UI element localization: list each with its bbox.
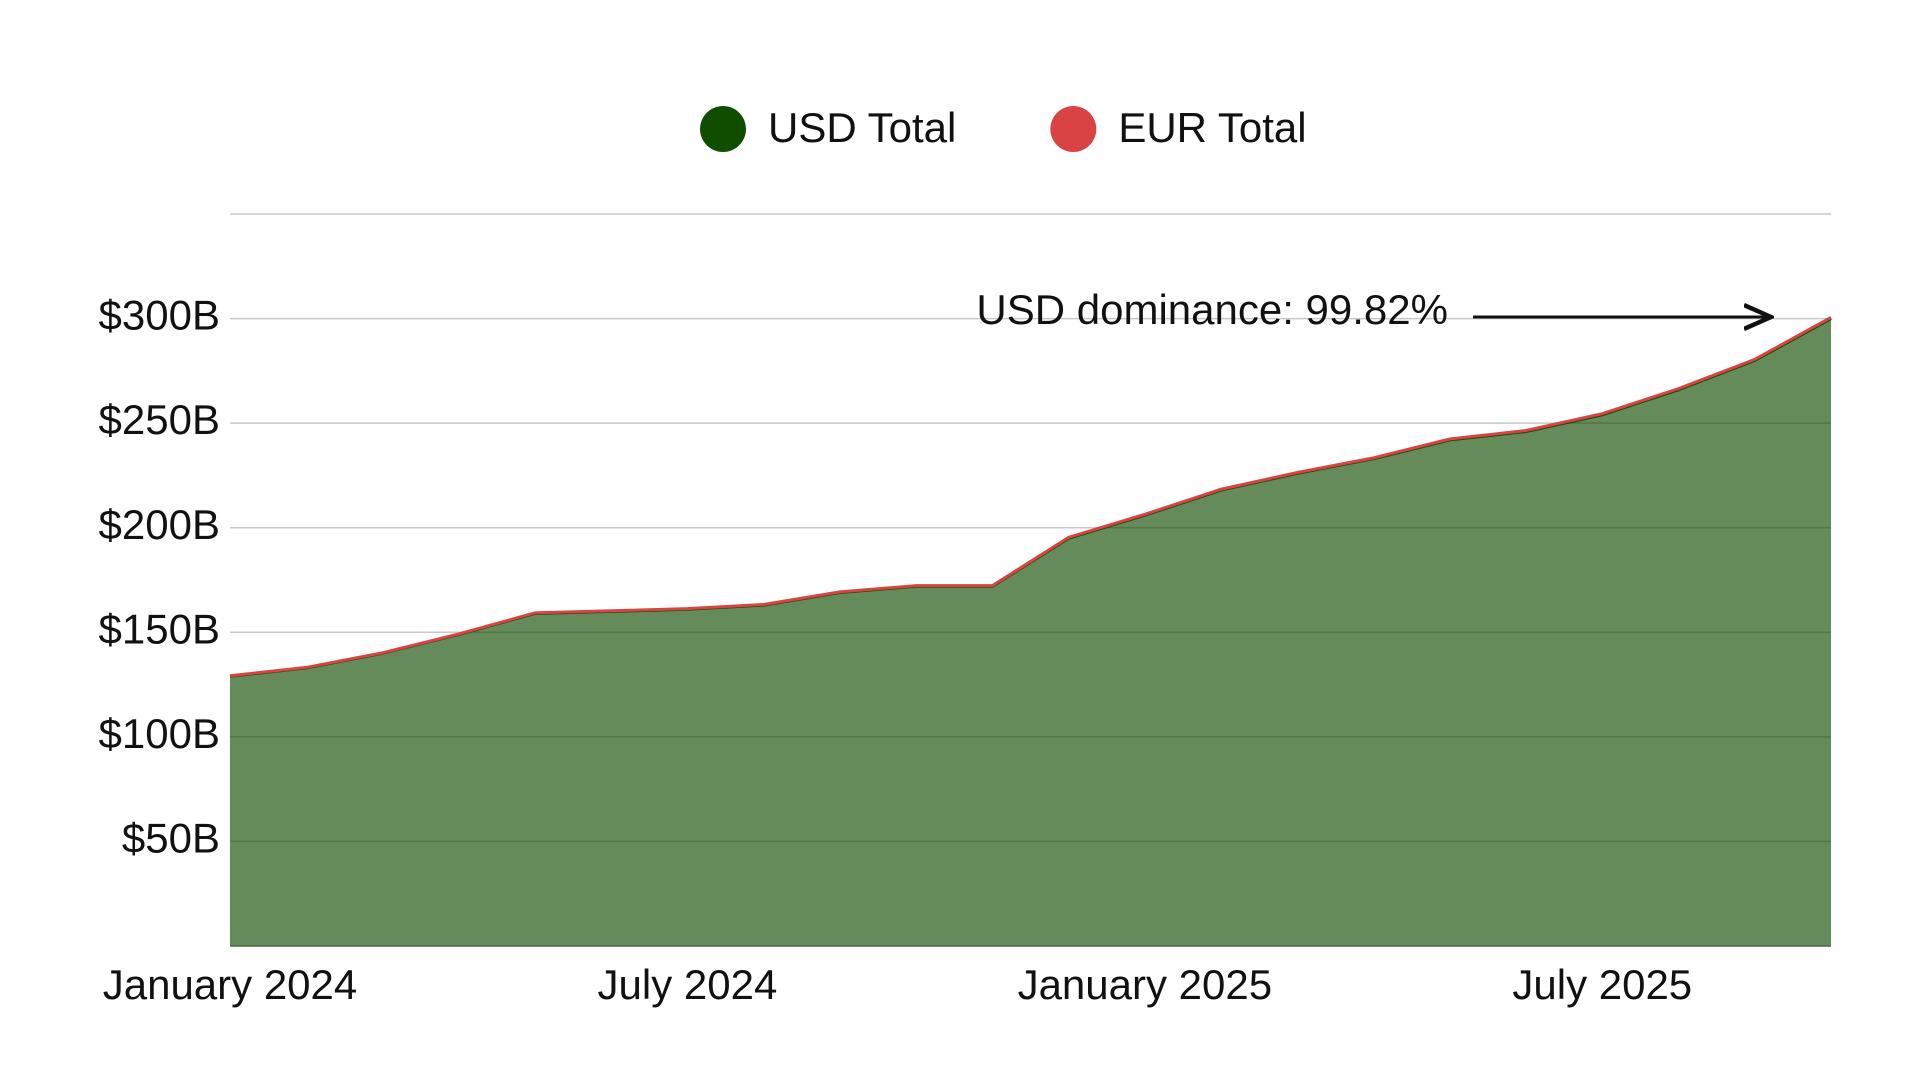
y-tick-label: $250B bbox=[99, 396, 220, 443]
line bbox=[229, 316, 1832, 678]
y-tick-label: $150B bbox=[99, 605, 220, 652]
area bbox=[230, 318, 1831, 947]
annotation: USD dominance: 99.82% bbox=[976, 286, 1448, 333]
y-tick-label: $50B bbox=[122, 815, 220, 862]
legend-label: EUR Total bbox=[1118, 104, 1306, 151]
x-tick-label: January 2025 bbox=[1018, 961, 1273, 1008]
y-tick-label: $100B bbox=[99, 710, 220, 757]
y-tick-label: $200B bbox=[99, 501, 220, 548]
x-tick-label: July 2025 bbox=[1512, 961, 1692, 1008]
x-tick-label: July 2024 bbox=[598, 961, 778, 1008]
legend-marker bbox=[700, 106, 746, 152]
legend-marker bbox=[1050, 106, 1097, 152]
legend-label: USD Total bbox=[768, 104, 956, 151]
y-tick-label: $300B bbox=[99, 292, 220, 339]
x-tick-label: January 2024 bbox=[103, 961, 358, 1008]
